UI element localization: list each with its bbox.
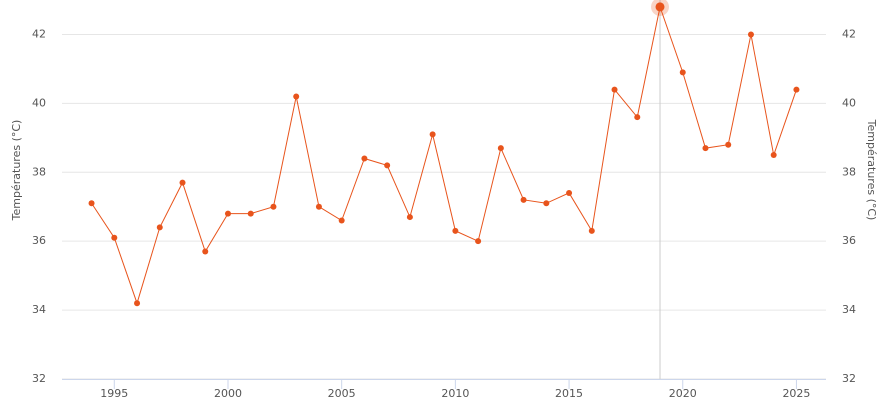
point [338,217,345,224]
point [293,93,300,100]
x-tick-label: 2005 [328,387,356,400]
x-tick-label: 2010 [441,387,469,400]
point [655,2,665,12]
x-tick-label: 2025 [782,387,810,400]
y2-tick-label: 32 [842,372,856,385]
y-tick-label: 42 [32,27,46,40]
point [134,300,141,307]
point [725,141,732,148]
x-tick-label: 1995 [100,387,128,400]
point [156,224,163,231]
point [520,196,527,203]
y-tick-label: 38 [32,165,46,178]
point [543,200,550,207]
point [88,200,95,207]
point [270,203,277,210]
point [475,238,482,245]
line [91,5,797,305]
x-tick-label: 2015 [555,387,583,400]
point [566,189,573,196]
point [793,86,800,93]
point [679,69,686,76]
point [315,203,322,210]
y2-tick-label: 36 [842,234,856,247]
y-tick-label: 36 [32,234,46,247]
y-tick-label: 40 [32,96,46,109]
point [247,210,254,217]
point [747,31,754,38]
y-tick-label: 32 [32,372,46,385]
point [111,234,118,241]
point [497,145,504,152]
point [429,131,436,138]
point [702,145,709,152]
y2-tick-label: 40 [842,96,856,109]
point [361,155,368,162]
y2-tick-label: 42 [842,27,856,40]
point [588,227,595,234]
y-axis-title: Températures (°C) [10,120,23,222]
y2-tick-label: 34 [842,303,856,316]
y-tick-label: 34 [32,303,46,316]
point [634,114,641,121]
point [179,179,186,186]
point [406,214,413,221]
point [224,210,231,217]
x-tick-label: 2020 [669,387,697,400]
point [611,86,618,93]
point [202,248,209,255]
point [384,162,391,169]
x-tick-label: 2000 [214,387,242,400]
point [452,227,459,234]
point [770,152,777,159]
y2-axis-title: Températures (°C) [865,119,878,221]
y2-tick-label: 38 [842,165,856,178]
